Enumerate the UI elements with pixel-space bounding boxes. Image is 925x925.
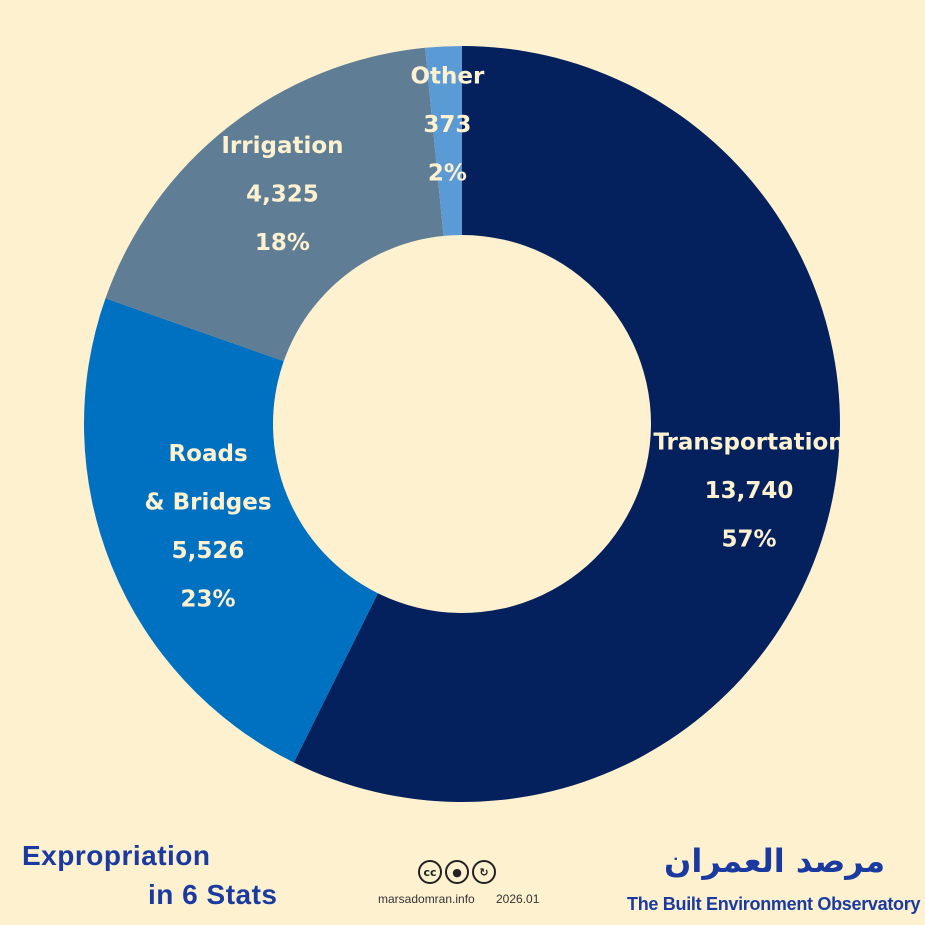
donut-labels: Transportation 13,740 57% Roads & Bridges 5,5… <box>145 64 845 613</box>
slice-transportation <box>293 46 841 802</box>
attribution-icon: ● <box>445 860 469 884</box>
cc-license-badges: cc ● ↻ <box>418 860 496 884</box>
share-alike-icon: ↻ <box>472 860 496 884</box>
site-url: marsadomran.info <box>378 892 475 906</box>
slice-other <box>425 46 462 236</box>
cc-icon: cc <box>418 860 442 884</box>
label-other-percent: 2% <box>428 161 467 187</box>
brand-logo-arabic: مرصد العمران <box>664 842 885 880</box>
label-roads-bridges-name: Roads <box>168 441 247 467</box>
label-other-value: 373 <box>423 112 471 138</box>
brand-name-english: The Built Environment Observatory <box>627 894 921 914</box>
label-transportation-percent: 57% <box>722 526 777 552</box>
label-roads-bridges-percent: 23% <box>181 586 236 612</box>
chart-title-line1: Expropriation <box>22 840 211 871</box>
label-irrigation-value: 4,325 <box>246 181 319 207</box>
publication-date: 2026.01 <box>496 892 540 906</box>
label-irrigation-name: Irrigation <box>221 133 343 159</box>
donut-slices <box>84 46 841 802</box>
slice-irrigation <box>105 47 444 362</box>
chart-title-line2: in 6 Stats <box>148 879 278 910</box>
label-other-name: Other <box>410 64 485 90</box>
label-transportation-value: 13,740 <box>705 478 794 504</box>
label-roads-bridges-value: 5,526 <box>172 538 245 564</box>
label-irrigation-percent: 18% <box>255 230 310 256</box>
label-roads-bridges-name: & Bridges <box>145 489 272 515</box>
slice-roads-bridges <box>84 298 378 763</box>
label-transportation-name: Transportation <box>653 429 844 455</box>
